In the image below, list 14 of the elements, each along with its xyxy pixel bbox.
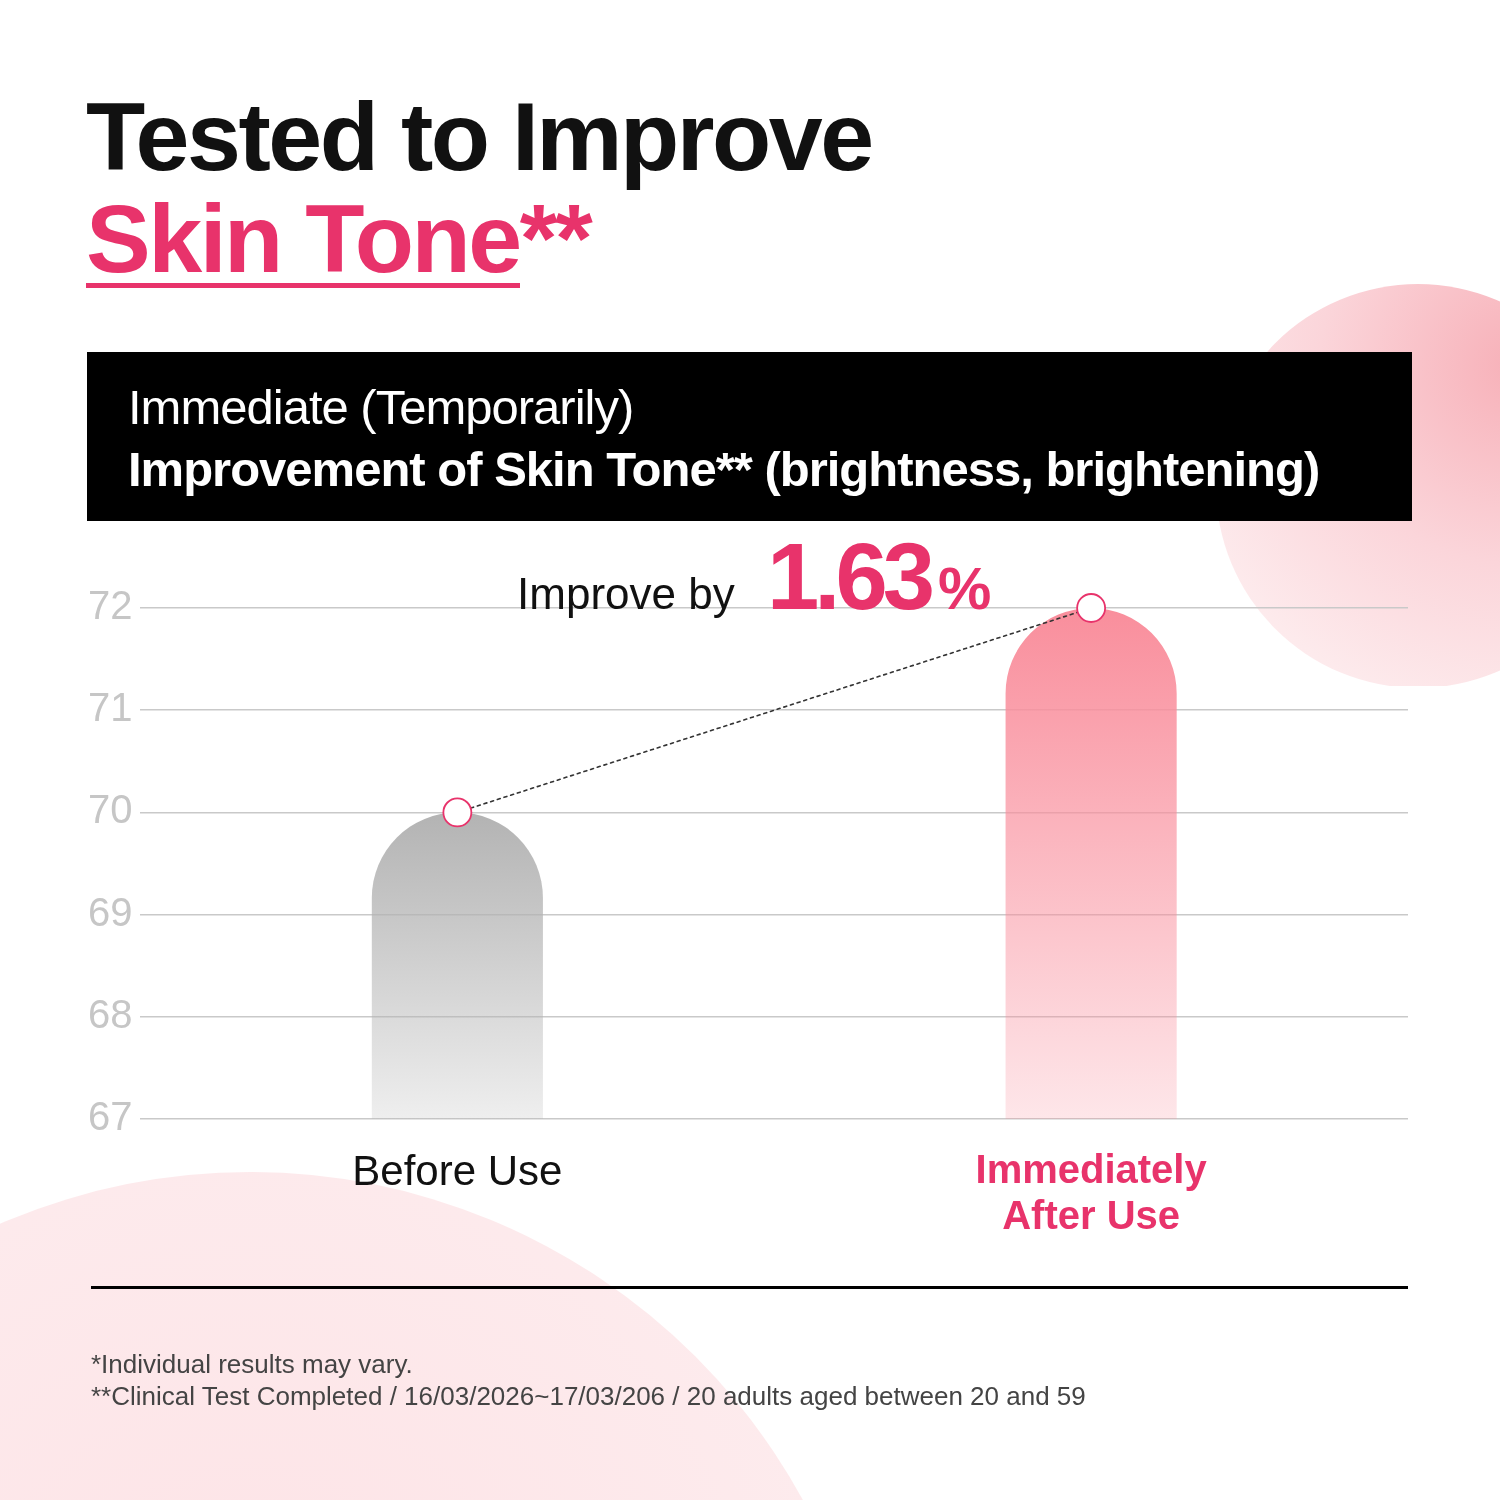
annotation: Improve by 1.63% bbox=[517, 524, 992, 630]
chart-title: Tested to Improve Skin Tone** bbox=[86, 82, 872, 293]
y-tick-label: 72 bbox=[87, 583, 133, 628]
y-tick-label: 70 bbox=[87, 787, 133, 832]
y-tick-label: 69 bbox=[87, 889, 133, 934]
text: *Individual results may vary. bbox=[91, 1348, 414, 1380]
banner: Immediate (Temporarily) Improvement of Skin Tone** (brightness, brightening) bbox=[87, 352, 1412, 521]
x-tick-label: Before Use bbox=[352, 1146, 563, 1194]
y-tick-label: 68 bbox=[87, 991, 133, 1036]
chart-subtitle: Immediate (Temporarily) Improvement of Skin Tone** (brightness, brightening) bbox=[128, 379, 1320, 498]
y-tick-label: 67 bbox=[87, 1094, 133, 1139]
x-tick-label: Immediately After Use bbox=[975, 1147, 1208, 1238]
y-tick-label: 71 bbox=[87, 685, 133, 730]
text: **Clinical Test Completed / 16/03/2026~17/03/206 / 20 adults aged between 20 and 59 bbox=[91, 1380, 1087, 1412]
